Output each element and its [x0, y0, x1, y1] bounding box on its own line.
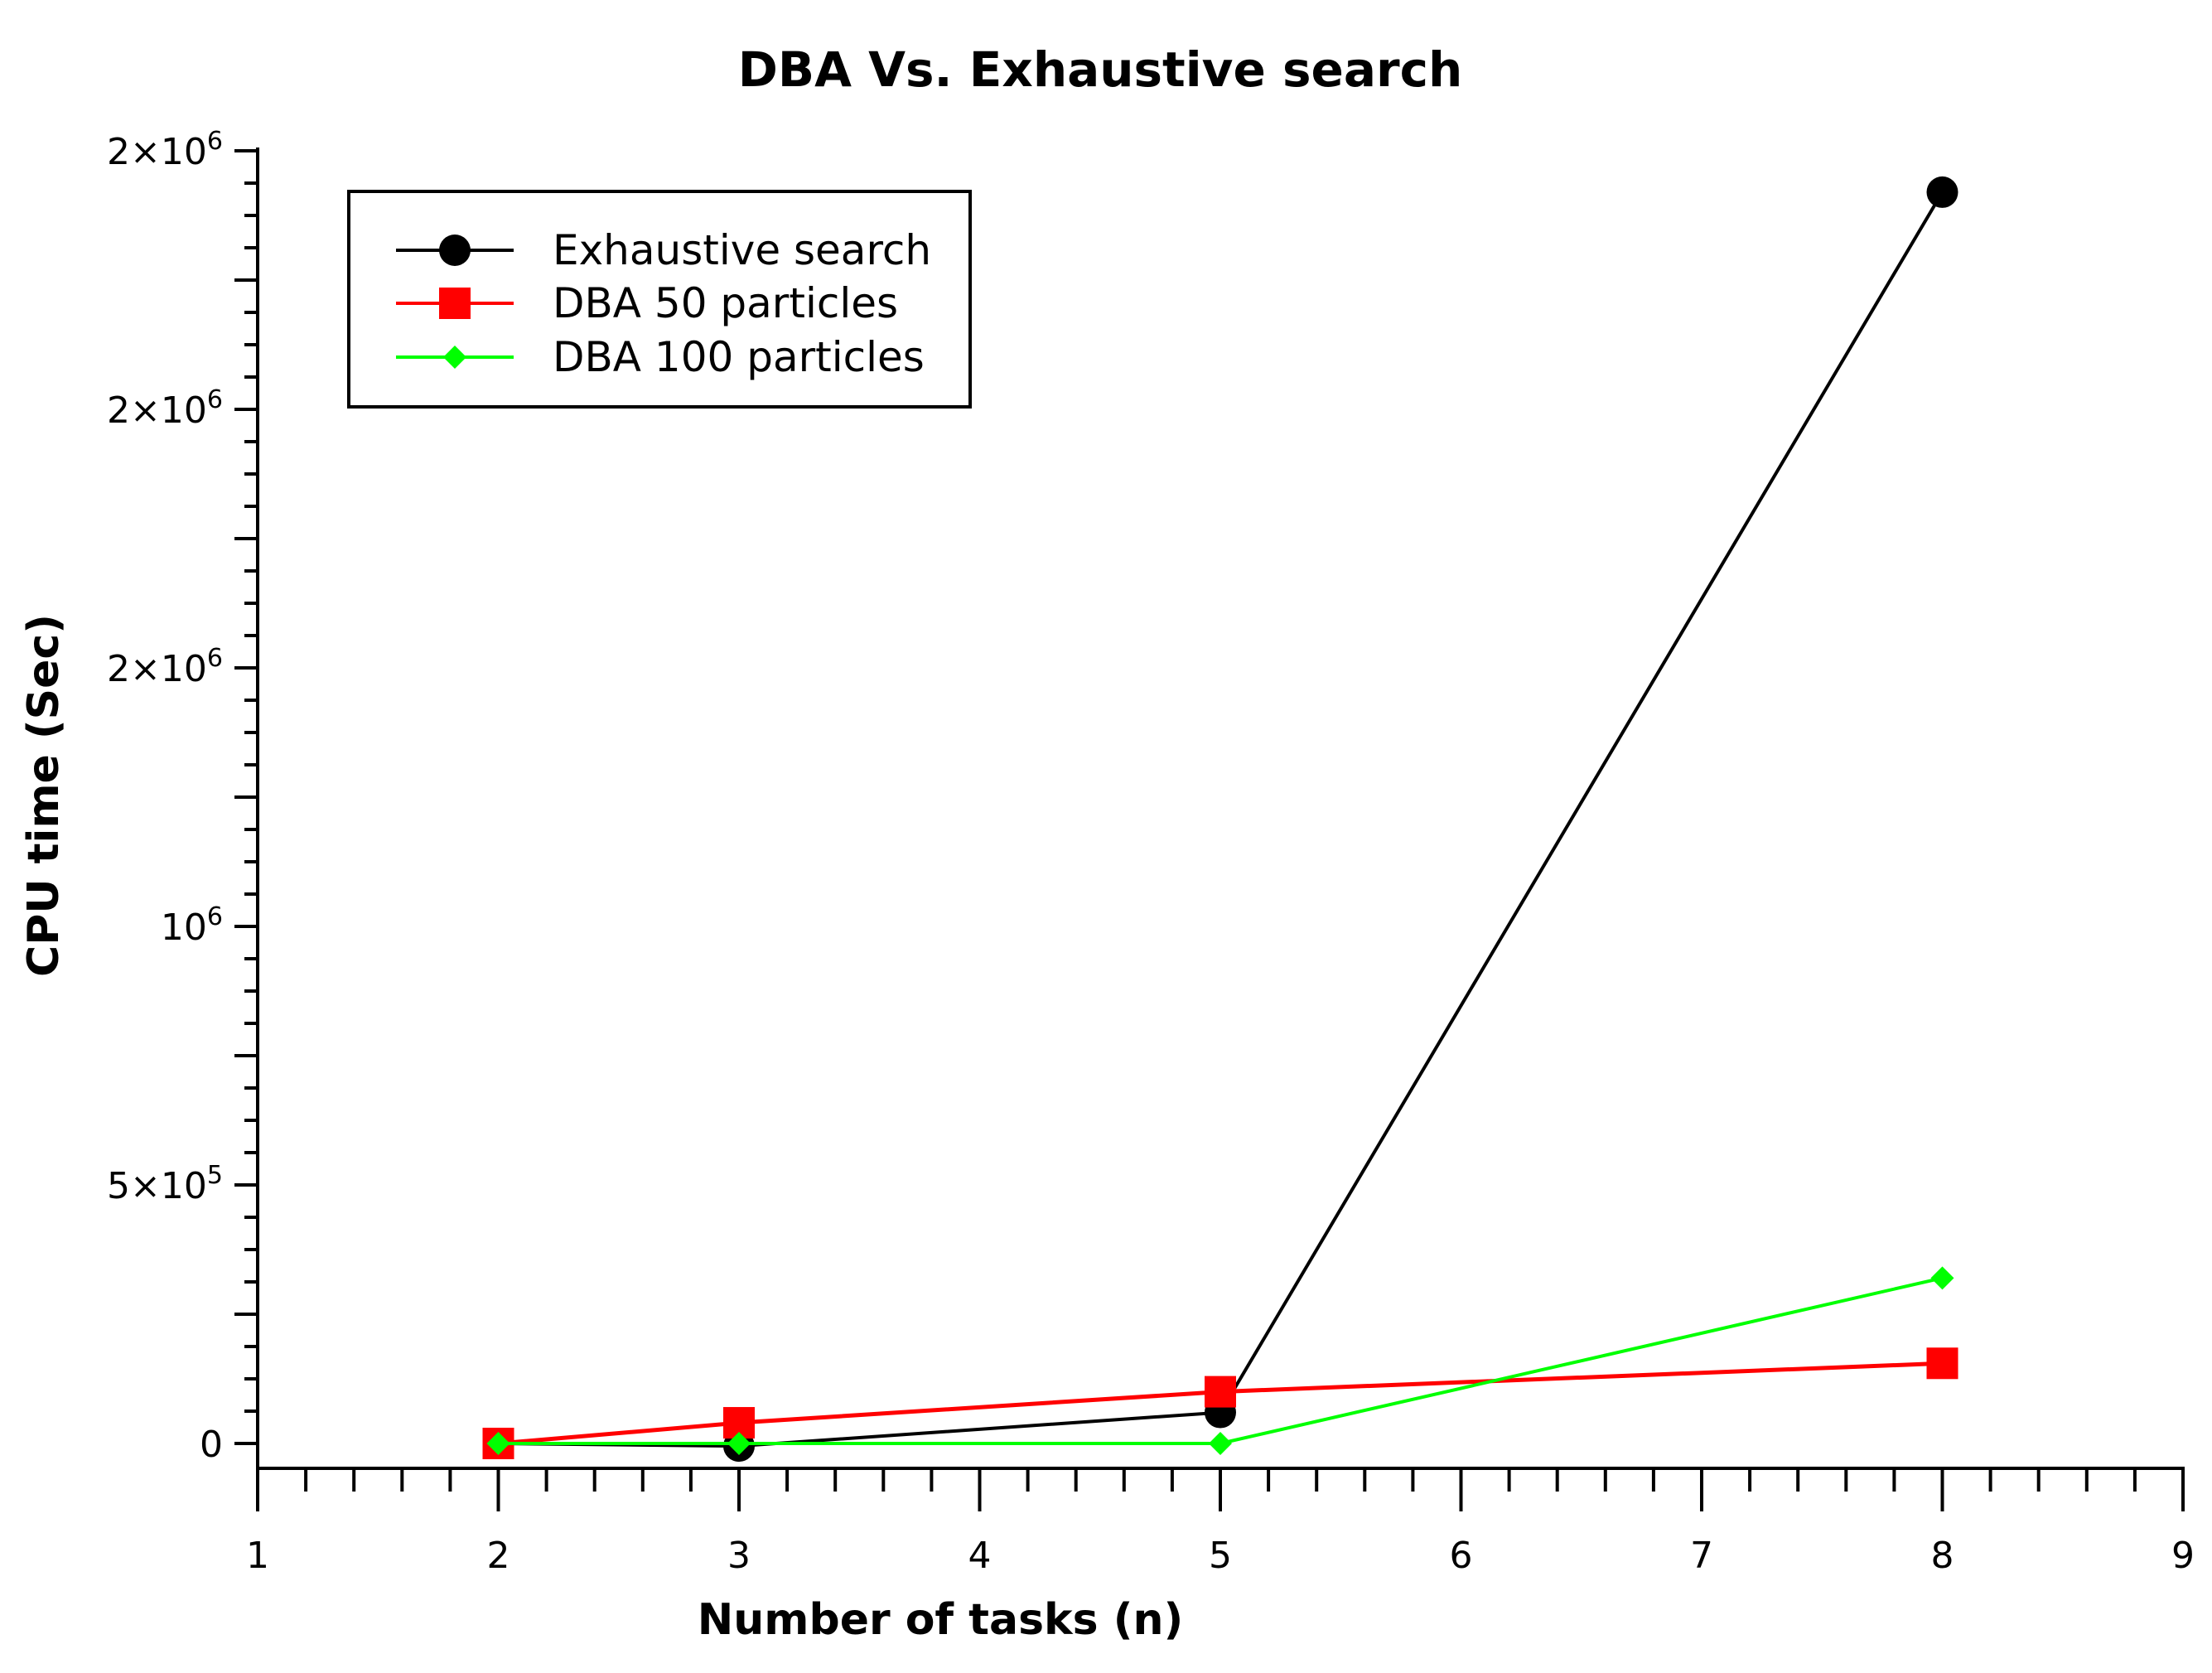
series-square — [482, 1347, 1958, 1459]
series-diamond — [486, 1266, 1954, 1455]
y-tick-label: 106 — [161, 902, 223, 949]
x-tick-label: 7 — [1690, 1535, 1713, 1577]
x-tick-label: 4 — [968, 1535, 992, 1577]
data-point-diamond — [486, 1432, 510, 1455]
x-tick-label: 9 — [2171, 1535, 2195, 1577]
data-point-diamond — [1930, 1266, 1954, 1290]
legend-entry: DBA 50 particles — [396, 279, 898, 327]
y-axis-title: CPU time (Sec) — [19, 614, 69, 977]
legend-entry: DBA 100 particles — [396, 333, 925, 381]
legend-label: DBA 100 particles — [553, 333, 925, 381]
y-tick-label: 5×105 — [107, 1161, 223, 1207]
y-tick-label: 2×106 — [107, 385, 223, 432]
legend: Exhaustive search DBA 50 particles DBA 100… — [347, 190, 972, 409]
data-point-diamond — [727, 1432, 751, 1455]
y-tick-label: 2×106 — [107, 127, 223, 173]
legend-label: DBA 50 particles — [553, 279, 898, 327]
data-point-square — [1926, 1347, 1958, 1380]
legend-label: Exhaustive search — [553, 226, 931, 274]
x-tick-label: 6 — [1450, 1535, 1473, 1577]
series-line — [498, 1276, 1943, 1445]
x-tick-label: 5 — [1209, 1535, 1232, 1577]
legend-items: Exhaustive search DBA 50 particles DBA 100… — [396, 226, 931, 381]
legend-marker-square — [439, 288, 471, 319]
y-tick-label: 0 — [200, 1424, 223, 1466]
legend-marker-circle — [439, 235, 471, 266]
x-tick-label: 2 — [487, 1535, 510, 1577]
data-point-square — [1205, 1376, 1236, 1408]
x-axis-title: Number of tasks (n) — [698, 1595, 1184, 1645]
data-point-diamond — [1209, 1432, 1232, 1455]
data-point-circle — [1926, 176, 1958, 208]
y-axis: 0 5×105 106 2×106 2×106 2×106 — [107, 127, 259, 1468]
y-tick-label: 2×106 — [107, 644, 223, 690]
series-line — [498, 1361, 1943, 1446]
plot-series — [482, 176, 1958, 1463]
legend-marker-diamond — [443, 346, 466, 369]
chart-title: DBA Vs. Exhaustive search — [738, 41, 1463, 98]
x-axis: 1 2 3 4 5 6 7 8 9 — [246, 1467, 2195, 1577]
x-tick-label: 3 — [727, 1535, 751, 1577]
x-tick-label: 1 — [246, 1535, 269, 1577]
legend-entry: Exhaustive search — [396, 226, 931, 274]
x-tick-label: 8 — [1931, 1535, 1954, 1577]
